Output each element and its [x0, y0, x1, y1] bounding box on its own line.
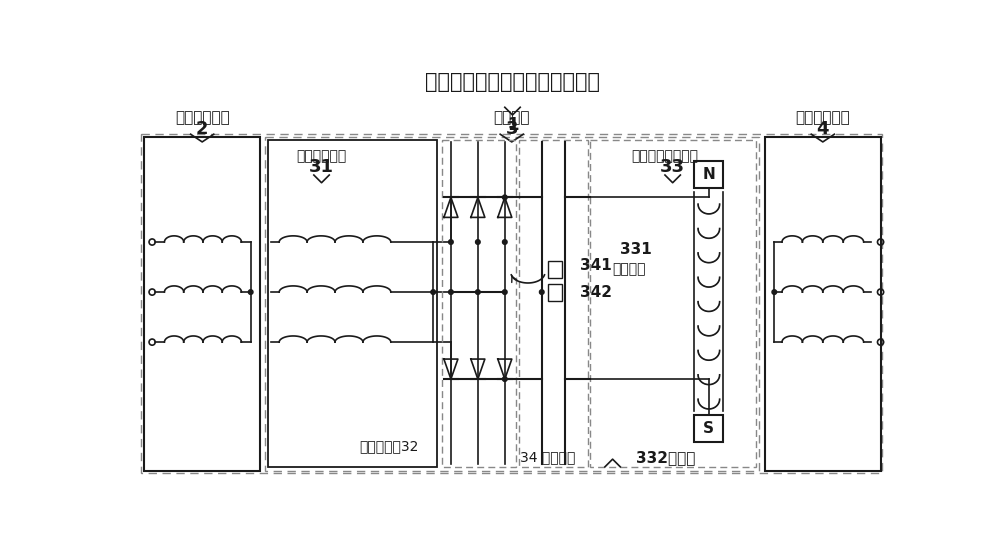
- Bar: [548, 261, 562, 278]
- Text: 3: 3: [505, 120, 518, 138]
- Bar: [519, 140, 588, 467]
- Text: 2: 2: [196, 120, 208, 138]
- Bar: [144, 136, 260, 471]
- Text: 定子励磁绕组: 定子励磁绕组: [175, 110, 230, 125]
- Text: 341: 341: [580, 258, 612, 273]
- Circle shape: [502, 240, 507, 245]
- Circle shape: [449, 290, 453, 294]
- Text: 1: 1: [507, 116, 518, 134]
- Text: 电机转子: 电机转子: [493, 110, 530, 125]
- Bar: [265, 136, 759, 471]
- Circle shape: [502, 195, 507, 200]
- Circle shape: [502, 377, 507, 381]
- Text: 转子功率励磁单元: 转子功率励磁单元: [631, 149, 698, 163]
- Text: 直流绕组: 直流绕组: [613, 262, 646, 276]
- Text: 旋转整流器32: 旋转整流器32: [360, 439, 419, 453]
- Circle shape: [476, 290, 480, 294]
- Text: 331: 331: [620, 242, 652, 257]
- Text: N: N: [702, 167, 715, 182]
- Text: S: S: [703, 421, 714, 436]
- Bar: [548, 285, 562, 301]
- Circle shape: [502, 290, 507, 294]
- Circle shape: [449, 240, 453, 245]
- Bar: [765, 136, 881, 471]
- Circle shape: [539, 290, 544, 294]
- Bar: [590, 140, 756, 467]
- Text: 34 保护单元: 34 保护单元: [520, 451, 576, 465]
- Text: 33: 33: [660, 159, 685, 176]
- Text: 定子功率绕组: 定子功率绕组: [795, 110, 850, 125]
- Text: 332永磁体: 332永磁体: [636, 450, 695, 465]
- Text: 转子励磁绕组: 转子励磁绕组: [296, 149, 347, 163]
- Bar: [268, 140, 437, 467]
- Bar: [694, 415, 723, 442]
- Text: 342: 342: [580, 285, 612, 300]
- Bar: [694, 161, 723, 188]
- Circle shape: [248, 290, 253, 294]
- Circle shape: [431, 290, 436, 294]
- Circle shape: [476, 240, 480, 245]
- Bar: [442, 140, 516, 467]
- Text: 31: 31: [309, 159, 334, 176]
- Text: 4: 4: [817, 120, 829, 138]
- Circle shape: [772, 290, 777, 294]
- Text: 无刷交流复合励磁无刷直流电机: 无刷交流复合励磁无刷直流电机: [425, 72, 600, 92]
- Bar: [141, 134, 882, 473]
